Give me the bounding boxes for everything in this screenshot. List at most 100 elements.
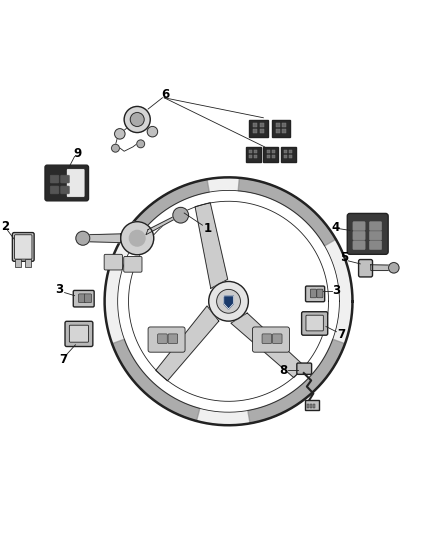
Circle shape: [121, 222, 154, 255]
FancyBboxPatch shape: [353, 241, 365, 249]
Bar: [284, 150, 287, 153]
FancyBboxPatch shape: [281, 147, 296, 161]
FancyBboxPatch shape: [246, 147, 261, 161]
Bar: [284, 155, 287, 158]
Circle shape: [130, 112, 144, 126]
FancyBboxPatch shape: [65, 321, 93, 346]
FancyBboxPatch shape: [347, 213, 388, 254]
FancyBboxPatch shape: [78, 294, 85, 303]
FancyBboxPatch shape: [15, 259, 21, 267]
FancyBboxPatch shape: [50, 175, 59, 183]
Polygon shape: [248, 339, 345, 423]
FancyBboxPatch shape: [297, 363, 311, 374]
FancyBboxPatch shape: [302, 312, 328, 335]
Polygon shape: [146, 213, 181, 235]
Text: 7: 7: [59, 353, 67, 366]
FancyBboxPatch shape: [317, 289, 323, 298]
FancyBboxPatch shape: [168, 334, 178, 343]
Bar: [272, 150, 275, 153]
Bar: [254, 150, 257, 153]
Circle shape: [76, 231, 90, 245]
Bar: [289, 150, 292, 153]
FancyBboxPatch shape: [252, 327, 290, 352]
Bar: [249, 150, 252, 153]
FancyBboxPatch shape: [45, 165, 88, 201]
Circle shape: [112, 144, 120, 152]
FancyBboxPatch shape: [263, 147, 278, 161]
FancyBboxPatch shape: [50, 186, 59, 194]
FancyBboxPatch shape: [359, 260, 372, 277]
Bar: [310, 405, 311, 408]
Polygon shape: [83, 234, 121, 243]
FancyBboxPatch shape: [12, 232, 34, 261]
Polygon shape: [238, 178, 336, 246]
FancyBboxPatch shape: [14, 235, 32, 259]
FancyBboxPatch shape: [262, 334, 272, 343]
Polygon shape: [105, 177, 353, 425]
Polygon shape: [112, 339, 200, 421]
Polygon shape: [156, 306, 219, 381]
Polygon shape: [224, 296, 233, 309]
Circle shape: [209, 281, 248, 321]
Bar: [307, 405, 308, 408]
FancyBboxPatch shape: [353, 222, 365, 230]
Bar: [253, 124, 257, 127]
FancyBboxPatch shape: [69, 325, 88, 342]
FancyBboxPatch shape: [85, 294, 92, 303]
Polygon shape: [195, 203, 228, 288]
Circle shape: [173, 207, 188, 223]
Bar: [254, 155, 257, 158]
FancyBboxPatch shape: [306, 315, 323, 331]
Polygon shape: [121, 179, 209, 246]
FancyBboxPatch shape: [73, 290, 94, 307]
Text: 5: 5: [340, 251, 348, 264]
FancyBboxPatch shape: [272, 334, 282, 343]
Text: 6: 6: [161, 88, 170, 101]
Polygon shape: [371, 265, 394, 270]
Circle shape: [137, 140, 145, 148]
Bar: [249, 155, 252, 158]
Bar: [267, 155, 270, 158]
Polygon shape: [118, 190, 339, 412]
Circle shape: [147, 126, 158, 137]
Polygon shape: [231, 313, 305, 377]
FancyBboxPatch shape: [124, 256, 142, 272]
FancyBboxPatch shape: [60, 175, 69, 183]
Circle shape: [217, 289, 240, 313]
Bar: [260, 129, 264, 133]
Circle shape: [115, 128, 125, 139]
FancyBboxPatch shape: [353, 231, 365, 240]
Bar: [272, 155, 275, 158]
Circle shape: [389, 263, 399, 273]
Bar: [283, 129, 286, 133]
FancyBboxPatch shape: [25, 259, 31, 267]
Text: 1: 1: [204, 222, 212, 235]
Bar: [313, 405, 314, 408]
FancyBboxPatch shape: [148, 327, 185, 352]
Bar: [253, 129, 257, 133]
Bar: [283, 124, 286, 127]
Text: 7: 7: [338, 328, 346, 341]
Circle shape: [124, 107, 150, 133]
Circle shape: [129, 230, 145, 246]
FancyBboxPatch shape: [66, 168, 85, 197]
Bar: [289, 155, 292, 158]
FancyBboxPatch shape: [272, 120, 290, 137]
FancyBboxPatch shape: [60, 186, 69, 194]
Text: 8: 8: [279, 364, 288, 376]
Bar: [276, 124, 280, 127]
FancyBboxPatch shape: [305, 400, 318, 410]
FancyBboxPatch shape: [370, 241, 381, 249]
FancyBboxPatch shape: [104, 254, 122, 270]
FancyBboxPatch shape: [370, 231, 381, 240]
FancyBboxPatch shape: [306, 286, 325, 302]
Bar: [260, 124, 264, 127]
FancyBboxPatch shape: [310, 289, 316, 298]
FancyBboxPatch shape: [158, 334, 167, 343]
Text: 3: 3: [55, 284, 63, 296]
Bar: [267, 150, 270, 153]
Text: 4: 4: [332, 221, 340, 235]
FancyBboxPatch shape: [370, 222, 381, 230]
Text: 3: 3: [332, 285, 340, 297]
Text: 9: 9: [74, 147, 82, 160]
